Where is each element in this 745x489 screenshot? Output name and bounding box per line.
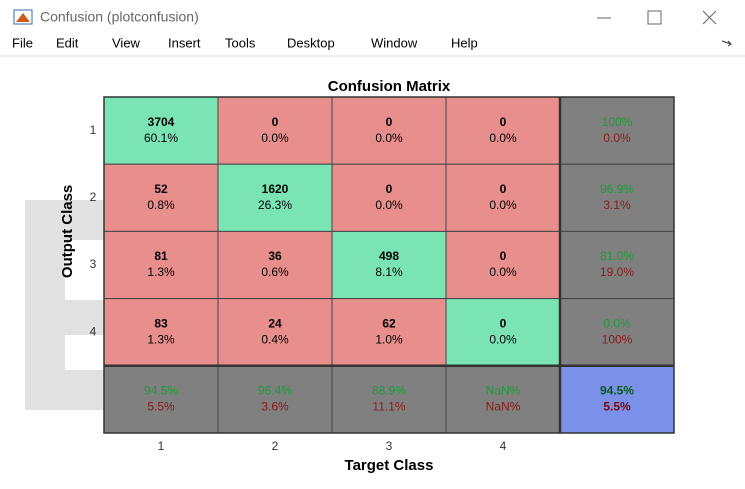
summary-correct: 94.5%	[144, 384, 178, 398]
cell-percent: 26.3%	[258, 198, 292, 212]
cell-percent: 0.0%	[489, 332, 517, 346]
matrix-cell	[217, 163, 333, 232]
menu-item[interactable]: File	[12, 35, 33, 50]
cell-count: 1620	[262, 182, 289, 196]
summary-correct: 96.4%	[258, 384, 292, 398]
cell-count: 0	[500, 249, 507, 263]
summary-incorrect: 100%	[602, 332, 633, 346]
matrix-cell	[103, 230, 219, 300]
row-label: 3	[90, 257, 97, 271]
summary-cell	[559, 163, 675, 232]
cell-count: 0	[386, 182, 393, 196]
cell-count: 3704	[148, 115, 175, 129]
cell-percent: 0.0%	[375, 131, 403, 145]
summary-incorrect: 3.1%	[603, 198, 631, 212]
close-button[interactable]	[702, 10, 717, 25]
summary-correct: 96.9%	[600, 182, 634, 196]
menu-item[interactable]: Window	[371, 35, 418, 50]
cell-percent: 8.1%	[375, 265, 403, 279]
summary-correct: 0.0%	[603, 316, 631, 330]
menu-item[interactable]: Help	[451, 35, 478, 50]
matrix-cell	[331, 298, 447, 367]
watermark-e	[25, 200, 125, 410]
cell-count: 62	[382, 316, 396, 330]
cell-percent: 0.4%	[261, 332, 289, 346]
cell-count: 24	[268, 316, 282, 330]
summary-incorrect: 19.0%	[600, 265, 634, 279]
matrix-cell	[445, 230, 561, 300]
y-axis-label: Output Class	[59, 185, 76, 278]
toolbar-toggle[interactable]	[721, 40, 732, 47]
summary-correct: 100%	[602, 115, 633, 129]
matrix-cell	[103, 298, 219, 367]
row-label: 2	[90, 190, 97, 204]
summary-incorrect: 5.5%	[603, 400, 631, 414]
cell-percent: 1.3%	[147, 265, 175, 279]
summary-correct: 88.9%	[372, 384, 406, 398]
cell-percent: 0.0%	[489, 265, 517, 279]
summary-cell	[217, 365, 333, 434]
x-axis-label: Target Class	[345, 457, 434, 474]
menu-item[interactable]: Insert	[168, 35, 201, 50]
cell-count: 83	[154, 316, 168, 330]
matrix-cell	[445, 163, 561, 232]
cell-count: 0	[500, 115, 507, 129]
cell-count: 0	[386, 115, 393, 129]
app-icon-shape	[16, 13, 30, 22]
cell-count: 52	[154, 182, 168, 196]
col-label: 4	[500, 439, 507, 453]
summary-cell	[445, 365, 561, 434]
matrix-cell	[217, 96, 333, 165]
cell-percent: 0.6%	[261, 265, 289, 279]
summary-cell	[559, 230, 675, 300]
matrix-cell	[331, 230, 447, 300]
cell-percent: 1.3%	[147, 332, 175, 346]
menu-item[interactable]: Tools	[225, 35, 256, 50]
col-label: 3	[386, 439, 393, 453]
cell-count: 36	[268, 249, 282, 263]
summary-incorrect: 11.1%	[372, 400, 405, 414]
cell-count: 0	[500, 182, 507, 196]
summary-correct: 94.5%	[600, 384, 634, 398]
matrix-cell	[103, 163, 219, 232]
summary-incorrect: 3.6%	[261, 400, 289, 414]
cell-count: 0	[272, 115, 279, 129]
summary-correct: NaN%	[486, 384, 521, 398]
summary-incorrect: 0.0%	[603, 131, 631, 145]
matrix-cell	[217, 298, 333, 367]
cell-percent: 0.0%	[261, 131, 289, 145]
menu-item[interactable]: View	[112, 35, 141, 50]
cell-percent: 1.0%	[375, 332, 403, 346]
summary-incorrect: NaN%	[486, 400, 521, 414]
cell-percent: 0.0%	[489, 131, 517, 145]
cell-count: 498	[379, 249, 399, 263]
cell-percent: 0.8%	[147, 198, 175, 212]
confusion-matrix: Confusion Matrix Target Class Output Class…	[59, 78, 675, 474]
cell-percent: 0.0%	[375, 198, 403, 212]
menu-item[interactable]: Edit	[56, 35, 79, 50]
matrix-cell	[445, 298, 561, 367]
cell-count: 81	[154, 249, 168, 263]
col-label: 1	[158, 439, 165, 453]
matrix-title: Confusion Matrix	[328, 78, 451, 95]
matrix-cell	[331, 163, 447, 232]
col-label: 2	[272, 439, 279, 453]
matrix-cell	[217, 230, 333, 300]
maximize-button[interactable]	[647, 10, 662, 25]
matrix-border	[103, 96, 675, 434]
summary-incorrect: 5.5%	[147, 400, 175, 414]
cell-percent: 0.0%	[489, 198, 517, 212]
cell-percent: 60.1%	[144, 131, 178, 145]
summary-correct: 81.0%	[600, 249, 634, 263]
cell-count: 0	[500, 316, 507, 330]
window-title: Confusion (plotconfusion)	[40, 9, 199, 25]
summary-cell	[559, 96, 675, 165]
row-label: 4	[90, 324, 97, 338]
row-label: 1	[90, 123, 97, 137]
menu-bar: File Edit View Insert Tools Desktop Window Help	[12, 35, 478, 50]
menu-item[interactable]: Desktop	[287, 35, 335, 50]
